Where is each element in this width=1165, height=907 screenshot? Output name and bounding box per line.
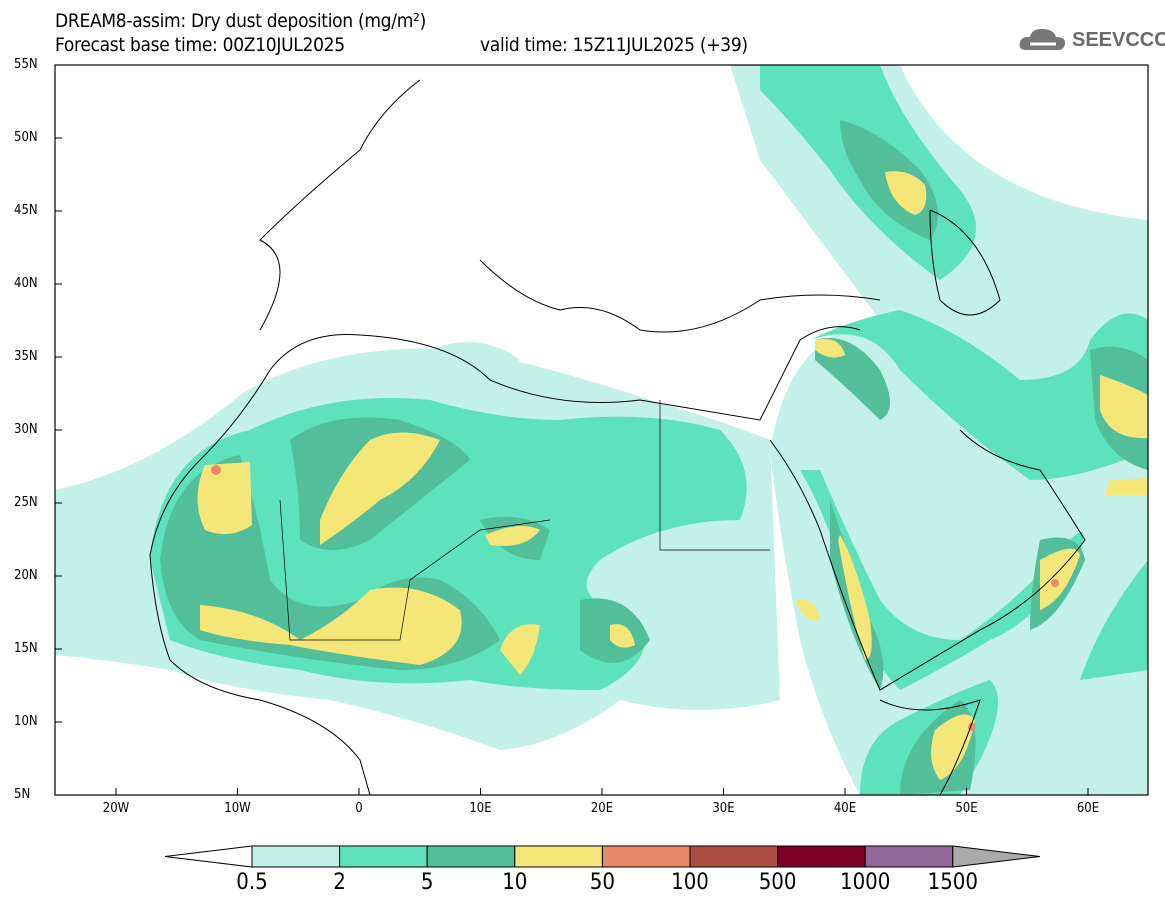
valid-time: valid time: 15Z11JUL2025 (+39) bbox=[480, 34, 748, 56]
colorbar-label: 50 bbox=[589, 870, 615, 895]
lon-label: 50E bbox=[955, 801, 978, 816]
colorbar-label: 1500 bbox=[927, 870, 978, 895]
lat-label: 5N bbox=[14, 787, 31, 802]
lat-label: 45N bbox=[14, 203, 38, 218]
colorbar-swatch bbox=[864, 845, 954, 868]
lat-label: 50N bbox=[14, 130, 38, 145]
colorbar-swatch bbox=[251, 845, 341, 868]
dust-contours bbox=[55, 65, 1148, 795]
colorbar-label: 2 bbox=[333, 870, 346, 895]
lat-label: 40N bbox=[14, 276, 38, 291]
lon-label: 20W bbox=[102, 801, 130, 816]
colorbar-swatch bbox=[514, 845, 603, 868]
colorbar-over-triangle bbox=[952, 845, 1041, 868]
colorbar-swatch bbox=[339, 845, 428, 868]
lon-label: 0 bbox=[355, 801, 363, 816]
seevccc-logo: SEEVCCC bbox=[1018, 26, 1165, 54]
lat-label: 35N bbox=[14, 349, 38, 364]
lat-label: 20N bbox=[14, 568, 38, 583]
colorbar-label: 0.5 bbox=[236, 870, 268, 895]
colorbar-label: 5 bbox=[420, 870, 434, 895]
lat-label: 55N bbox=[14, 57, 38, 72]
lon-label: 10E bbox=[469, 801, 492, 816]
colorbar-label: 10 bbox=[502, 870, 528, 895]
lat-label: 10N bbox=[14, 714, 38, 729]
colorbar-label: 100 bbox=[671, 870, 709, 895]
lon-label: 20E bbox=[590, 801, 614, 816]
colorbar-swatch bbox=[601, 845, 691, 868]
colorbar-swatch bbox=[777, 845, 866, 868]
lat-label: 25N bbox=[14, 495, 38, 510]
colorbar-label: 500 bbox=[758, 870, 797, 895]
colorbar-swatch bbox=[426, 845, 516, 868]
lon-label: 40E bbox=[833, 801, 857, 816]
lon-label: 30E bbox=[712, 801, 735, 816]
lon-label: 10W bbox=[224, 801, 251, 816]
lat-label: 30N bbox=[14, 422, 38, 437]
map-title: DREAM8-assim: Dry dust deposition (mg/m²… bbox=[55, 10, 426, 32]
colorbar bbox=[164, 845, 1041, 868]
cloud-icon bbox=[1019, 28, 1066, 50]
colorbar-swatch bbox=[689, 845, 779, 868]
colorbar-under-triangle bbox=[164, 845, 253, 868]
colorbar-label: 1000 bbox=[840, 870, 891, 895]
forecast-base-time: Forecast base time: 00Z10JUL2025 bbox=[55, 34, 345, 56]
logo-text: SEEVCCC bbox=[1072, 28, 1165, 51]
lon-label: 60E bbox=[1076, 801, 1100, 816]
lat-label: 15N bbox=[14, 641, 38, 656]
